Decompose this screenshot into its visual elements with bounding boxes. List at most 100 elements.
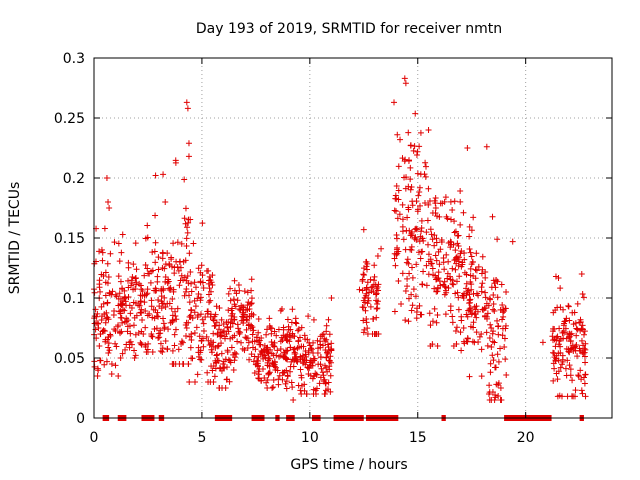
data-point [455,294,462,301]
data-point [391,255,398,262]
data-point [282,380,289,387]
data-point [434,312,441,319]
data-point [227,359,234,366]
data-point [490,292,497,299]
data-point [561,320,568,327]
data-point [498,281,505,288]
data-point [188,355,195,362]
data-point [266,369,273,376]
data-point [503,289,510,296]
data-point [195,353,202,360]
data-point [317,333,324,340]
data-point [234,338,241,345]
data-point [245,339,252,346]
data-point [470,290,477,297]
data-point [142,262,149,269]
data-point [422,173,429,180]
data-point [182,257,189,264]
data-point [137,282,144,289]
data-point [287,368,294,375]
data-point [147,279,154,286]
data-point [304,336,311,343]
data-point [148,303,155,310]
data-point [294,345,301,352]
data-point [277,338,284,345]
data-point [364,279,371,286]
data-point [408,307,415,314]
data-point [473,314,480,321]
data-point [171,331,178,338]
data-point [410,286,417,293]
data-point [94,365,101,372]
data-point [214,343,221,350]
data-point [227,285,234,292]
data-point [399,223,406,230]
data-point [494,294,501,301]
data-point [457,221,464,228]
data-point [402,288,409,295]
data-point [102,336,109,343]
data-point [161,294,168,301]
data-point [556,337,563,344]
data-point [437,200,444,207]
data-point [581,380,588,387]
data-point [187,344,194,351]
data-point [574,300,581,307]
data-point [482,274,489,281]
data-point [97,331,104,338]
data-point [307,362,314,369]
data-point [125,264,132,271]
data-point [414,170,421,177]
data-point [275,381,282,388]
data-point [207,288,214,295]
data-point [478,346,485,353]
data-point [188,288,195,295]
y-tick-label: 0.2 [63,171,85,187]
data-point [178,272,185,279]
data-point [289,306,296,313]
data-point [360,329,367,336]
data-point [298,374,305,381]
data-point [449,313,456,320]
data-point [252,361,259,368]
data-point [118,328,125,335]
data-point [186,299,193,306]
data-point [447,244,454,251]
data-point [320,378,327,385]
data-point [429,318,436,325]
data-point [404,256,411,263]
data-point [263,379,270,386]
data-point [156,303,163,310]
data-point [244,289,251,296]
data-point [307,342,314,349]
data-point [99,249,106,256]
data-point [168,305,175,312]
data-point [575,372,582,379]
data-point [464,335,471,342]
data-point [186,333,193,340]
data-point [468,227,475,234]
data-point [554,393,561,400]
data-point [402,80,409,87]
data-point [370,289,377,296]
data-point [241,288,248,295]
data-point [572,387,579,394]
data-point [174,264,181,271]
data-point [229,320,236,327]
data-point [110,311,117,318]
data-point [284,337,291,344]
data-point [441,283,448,290]
data-point [107,250,114,257]
data-point [312,370,319,377]
data-point [182,220,189,227]
data-point [152,239,159,246]
data-point [405,183,412,190]
data-point [237,329,244,336]
data-point [554,333,561,340]
data-point [323,322,330,329]
data-point [549,349,556,356]
data-point [132,352,139,359]
data-point [438,238,445,245]
data-point [228,316,235,323]
data-point [404,283,411,290]
